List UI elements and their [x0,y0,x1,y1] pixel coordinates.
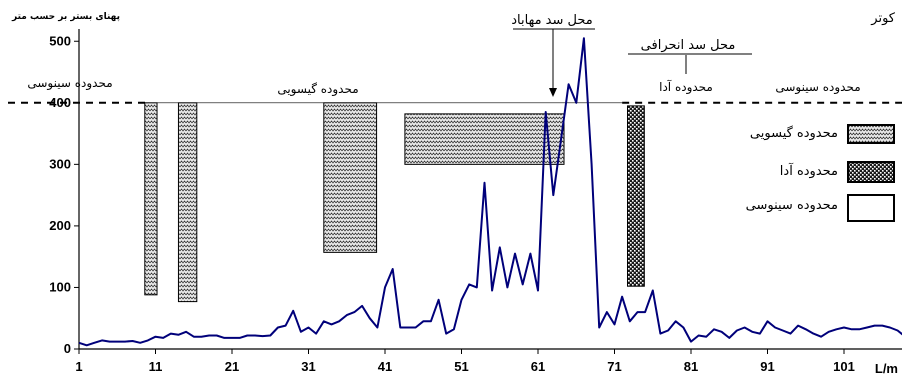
y-tick-label: 300 [49,156,71,171]
legend-swatch-sinuous [847,194,895,222]
legend-label-sinuous: محدوده سینوسی [746,198,838,213]
legend-swatch-ada [847,161,895,183]
annotations: محدوده سینوسی محدوده گیسویی محل سد مهابا… [27,13,861,97]
range-box-ada-4 [627,105,645,287]
y-tick-label: 500 [49,33,71,48]
x-tick-label: 91 [760,359,774,374]
legend: محدوده گیسویی محدوده آدا محدوده سینوسی [746,124,895,222]
y-tick-label: 0 [64,341,71,356]
top-right-label: کوتر [870,11,896,26]
series-line-0 [78,37,902,347]
range-box-gypsum-1 [177,102,198,303]
annotation-ada: محدوده آدا [659,79,713,95]
legend-label-gypsum: محدوده گیسویی [750,125,838,141]
x-tick-label: 31 [301,359,315,374]
x-tick-label: 51 [454,359,468,374]
annotation-sinuous-right: محدوده سینوسی [775,80,860,95]
annotation-sinuous-left: محدوده سینوسی [27,76,112,91]
annotation-mahabad-arrowhead [549,88,557,97]
axes [78,28,902,350]
y-tick-label: 200 [49,218,71,233]
x-tick-label: 41 [378,359,392,374]
annotation-diversion-dam: محل سد انحرافی [641,38,736,53]
x-axis-label: L/m [875,361,898,376]
legend-swatch-gypsum [847,124,895,144]
x-tick-label: 81 [684,359,698,374]
range-box-gypsum-0 [144,102,158,296]
x-tick-label: 11 [149,359,163,374]
x-tick-label: 71 [607,359,621,374]
x-tick-label: 61 [531,359,545,374]
series [78,37,902,347]
y-axis-label: پهنای بستر بر حسب متر [11,12,120,22]
x-tick-label: 101 [833,359,855,374]
x-tick-label: 1 [75,359,82,374]
range-box-gypsum-3 [404,113,565,165]
x-tick-label: 21 [225,359,239,374]
legend-label-ada: محدوده آدا [780,162,838,179]
range-box-gypsum-2 [323,102,378,253]
range-boxes [144,102,645,303]
y-tick-label: 100 [49,279,71,294]
annotation-mahabad-dam: محل سد مهاباد [511,13,592,28]
annotation-gypsum-top: محدوده گیسویی [277,82,358,97]
